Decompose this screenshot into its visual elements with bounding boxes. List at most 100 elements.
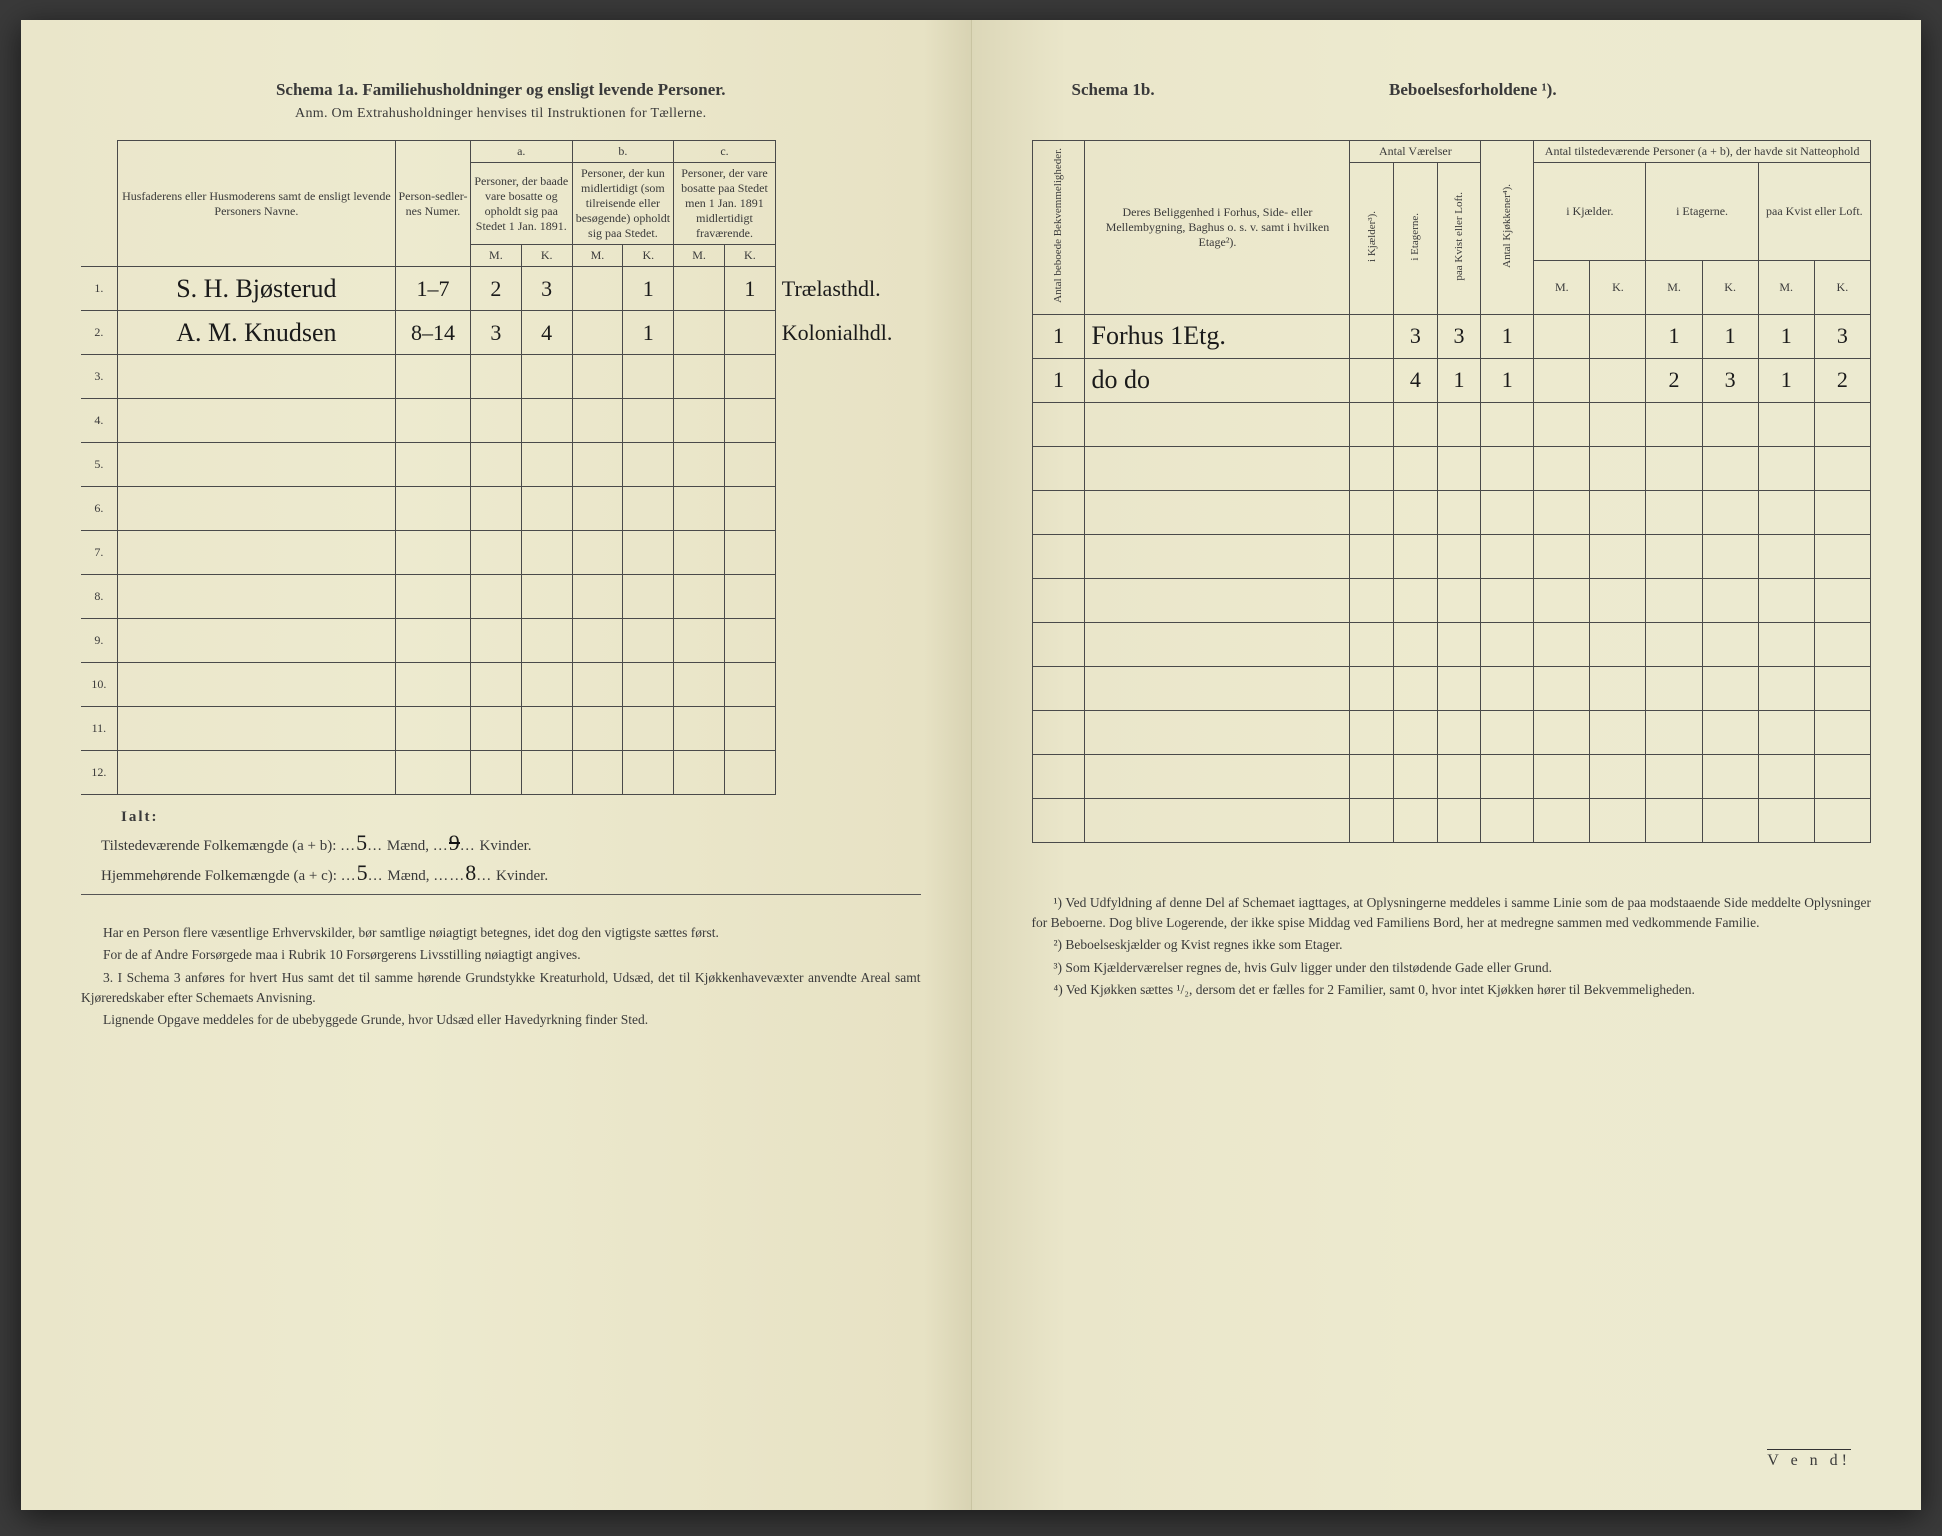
hdr-kjokk-text: Antal Kjøkkener⁴). [1501, 180, 1513, 272]
room-et [1394, 534, 1438, 578]
hdr-k: K. [1590, 261, 1646, 315]
pkv-m [1758, 534, 1814, 578]
right-page: Schema 1b. Beboelsesforholdene ¹). Antal… [972, 20, 1922, 1510]
aK [521, 443, 572, 487]
pkv-m [1758, 666, 1814, 710]
pkv-m [1758, 798, 1814, 842]
right-foot-2: ²) Beboelseskjælder og Kvist regnes ikke… [1032, 935, 1872, 955]
pkv-k [1814, 578, 1870, 622]
cK [724, 443, 775, 487]
pet-m [1646, 446, 1702, 490]
aK: 3 [521, 267, 572, 311]
bM [572, 751, 623, 795]
schema-1b-title: Beboelsesforholdene ¹). [1389, 80, 1557, 100]
hdr-p-kj: i Kjælder. [1534, 163, 1646, 261]
left-foot-1: Har en Person flere væsentlige Erhvervsk… [81, 923, 921, 943]
schema-1b-table: Antal beboede Bekvemmeligheder. Deres Be… [1032, 140, 1872, 843]
right-foot-3: ³) Som Kjælderværelser regnes de, hvis G… [1032, 958, 1872, 978]
pkv-k: 2 [1814, 358, 1870, 402]
pkj-m [1534, 358, 1590, 402]
cM [674, 443, 725, 487]
name-cell [117, 355, 395, 399]
room-kv [1437, 490, 1481, 534]
table-row [1032, 710, 1871, 754]
name-cell [117, 619, 395, 663]
room-kv [1437, 446, 1481, 490]
row-number: 7. [81, 531, 117, 575]
cM [674, 619, 725, 663]
aM [470, 355, 521, 399]
hdr-m: M. [674, 245, 725, 267]
room-et [1394, 710, 1438, 754]
cK [724, 531, 775, 575]
left-foot-2-text: For de af Andre Forsørgede maa i Rubrik … [103, 947, 581, 962]
hdr-room-kv-text: paa Kvist eller Loft. [1453, 188, 1465, 285]
table-row: 12. [81, 751, 921, 795]
pet-k [1702, 754, 1758, 798]
room-et [1394, 578, 1438, 622]
note-cell [775, 531, 920, 575]
row-number: 4. [81, 399, 117, 443]
pet-k [1702, 578, 1758, 622]
hdr-c: c. [674, 141, 776, 163]
hdr-p-kv: paa Kvist eller Loft. [1758, 163, 1870, 261]
schema-1a-table: Husfaderens eller Husmoderens samt de en… [81, 140, 921, 795]
num-cell [395, 487, 470, 531]
totals-line-1: Tilstedeværende Folkemængde (a + b): …5…… [101, 830, 921, 856]
hdr-a-text: Personer, der baade vare bosatte og opho… [470, 163, 572, 245]
hdr-rooms: Antal Værelser [1350, 141, 1481, 163]
pkv-m [1758, 710, 1814, 754]
bK [623, 355, 674, 399]
cM [674, 531, 725, 575]
room-kv [1437, 402, 1481, 446]
room-kv: 3 [1437, 314, 1481, 358]
row-number: 10. [81, 663, 117, 707]
hdr-a: a. [470, 141, 572, 163]
cM [674, 267, 725, 311]
row-number: 12. [81, 751, 117, 795]
table-row: 7. [81, 531, 921, 575]
hdr-b-text: Personer, der kun midlertidigt (som tilr… [572, 163, 674, 245]
num-cell [395, 663, 470, 707]
name-cell [117, 487, 395, 531]
pkj-k [1590, 358, 1646, 402]
aK [521, 619, 572, 663]
pkv-k: 3 [1814, 314, 1870, 358]
hdr-bekv-text: Antal beboede Bekvemmeligheder. [1052, 144, 1064, 307]
bM [572, 531, 623, 575]
bK [623, 443, 674, 487]
bK [623, 487, 674, 531]
cM [674, 663, 725, 707]
pkj-k [1590, 402, 1646, 446]
pkj-k [1590, 754, 1646, 798]
aM [470, 707, 521, 751]
num-cell: 1–7 [395, 267, 470, 311]
table-row [1032, 578, 1871, 622]
room-et [1394, 666, 1438, 710]
pet-k [1702, 666, 1758, 710]
pkv-m [1758, 578, 1814, 622]
room-kj [1350, 710, 1394, 754]
row-number: 6. [81, 487, 117, 531]
cM [674, 707, 725, 751]
pkv-m [1758, 402, 1814, 446]
bekv [1032, 534, 1085, 578]
hdr-num: Person-sedler-nes Numer. [395, 141, 470, 267]
num-cell [395, 355, 470, 399]
bK [623, 531, 674, 575]
bekv [1032, 490, 1085, 534]
row-number: 8. [81, 575, 117, 619]
hdr-p-et: i Etagerne. [1646, 163, 1758, 261]
cM [674, 487, 725, 531]
bekv [1032, 622, 1085, 666]
tot2-label: Hjemmehørende Folkemængde (a + c): [101, 868, 341, 884]
hdr-k: K. [724, 245, 775, 267]
name-cell [117, 663, 395, 707]
room-kj [1350, 622, 1394, 666]
pkj-k [1590, 578, 1646, 622]
pkj-m [1534, 622, 1590, 666]
room-kv [1437, 578, 1481, 622]
bM [572, 575, 623, 619]
kjokk [1481, 710, 1534, 754]
bK: 1 [623, 311, 674, 355]
